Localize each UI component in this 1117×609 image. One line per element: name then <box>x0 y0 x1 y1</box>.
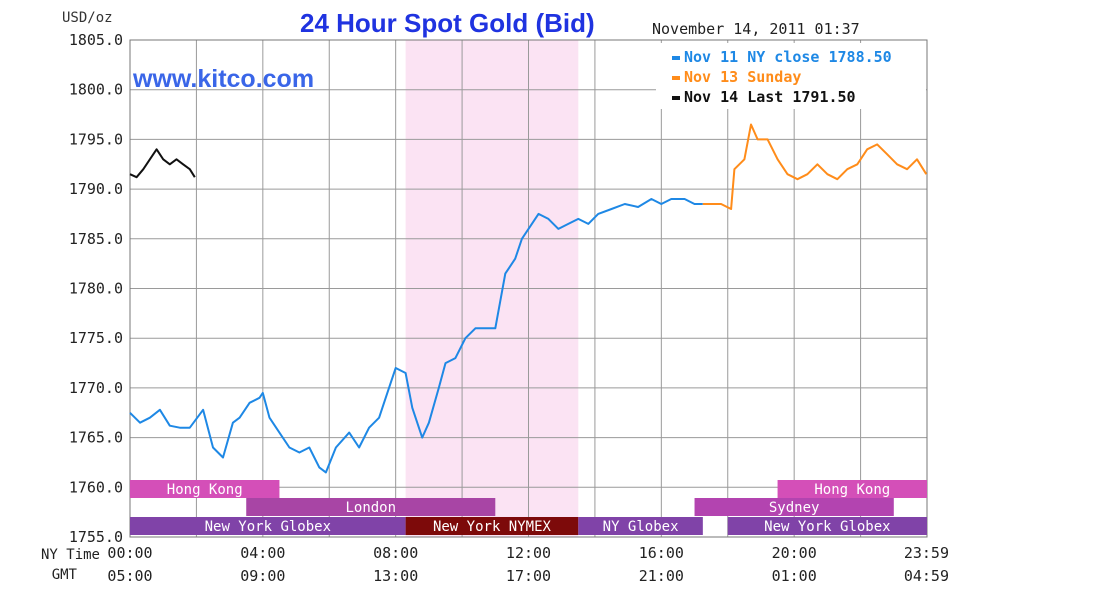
chart-timestamp: November 14, 2011 01:37 <box>652 20 860 38</box>
session-label: New York Globex <box>205 519 331 535</box>
session-label: New York Globex <box>764 519 890 535</box>
x-tick-label-ny: 23:59 <box>904 544 949 562</box>
session-bar <box>694 498 894 516</box>
x-tick-label-gmt: 17:00 <box>506 567 551 585</box>
series-line <box>129 198 703 474</box>
legend-entry: Nov 11 NY close 1788.50 <box>684 48 892 66</box>
y-tick-label: 1805.0 <box>69 31 123 49</box>
session-bar <box>405 517 579 535</box>
y-tick-label: 1760.0 <box>69 478 123 496</box>
session-label: Hong Kong <box>167 482 243 498</box>
x-tick-label-gmt: 01:00 <box>772 567 817 585</box>
session-label: NY Globex <box>603 519 679 535</box>
x-tick-label-ny: 16:00 <box>639 544 684 562</box>
y-tick-label: 1770.0 <box>69 379 123 397</box>
y-tick-label: 1755.0 <box>69 528 123 546</box>
y-tick-label: 1795.0 <box>69 130 123 148</box>
x-tick-label-ny: 20:00 <box>772 544 817 562</box>
legend-swatch <box>672 76 680 80</box>
plot-border <box>129 39 928 538</box>
session-label: Hong Kong <box>814 482 890 498</box>
y-tick-label: 1780.0 <box>69 280 123 298</box>
y-tick-label: 1765.0 <box>69 429 123 447</box>
session-bar <box>130 480 280 498</box>
chart-title: 24 Hour Spot Gold (Bid) <box>300 8 595 38</box>
y-tick-label: 1800.0 <box>69 81 123 99</box>
x-tick-label-ny: 00:00 <box>107 544 152 562</box>
y-tick-label: 1790.0 <box>69 180 123 198</box>
legend-entry: Nov 14 Last 1791.50 <box>684 88 856 106</box>
session-label: London <box>345 500 396 516</box>
x-tick-label-gmt: 09:00 <box>240 567 285 585</box>
x-tick-label-gmt: 21:00 <box>639 567 684 585</box>
legend-box <box>656 43 926 109</box>
session-bar <box>578 517 703 535</box>
legend-swatch <box>672 56 680 60</box>
legend-swatch <box>672 96 680 100</box>
session-label: New York NYMEX <box>433 519 552 535</box>
x-tick-label-gmt: 05:00 <box>107 567 152 585</box>
series-line <box>129 148 196 179</box>
session-bar <box>130 517 406 535</box>
session-label: Sydney <box>769 500 820 516</box>
y-tick-label: 1785.0 <box>69 230 123 248</box>
axis-label-gmt: GMT <box>52 567 78 583</box>
session-bar <box>246 498 496 516</box>
y-tick-label: 1775.0 <box>69 329 123 347</box>
session-bar <box>777 480 927 498</box>
x-tick-label-ny: 08:00 <box>373 544 418 562</box>
x-tick-label-gmt: 04:59 <box>904 567 949 585</box>
watermark-label: www.kitco.com <box>133 65 315 93</box>
series-line <box>702 123 928 210</box>
unit-label: USD/oz <box>62 10 113 26</box>
axis-label-ny-time: NY Time <box>41 547 100 563</box>
legend-entry: Nov 13 Sunday <box>684 68 801 86</box>
x-tick-label-gmt: 13:00 <box>373 567 418 585</box>
session-bar <box>727 517 927 535</box>
x-tick-label-ny: 12:00 <box>506 544 551 562</box>
x-tick-label-ny: 04:00 <box>240 544 285 562</box>
